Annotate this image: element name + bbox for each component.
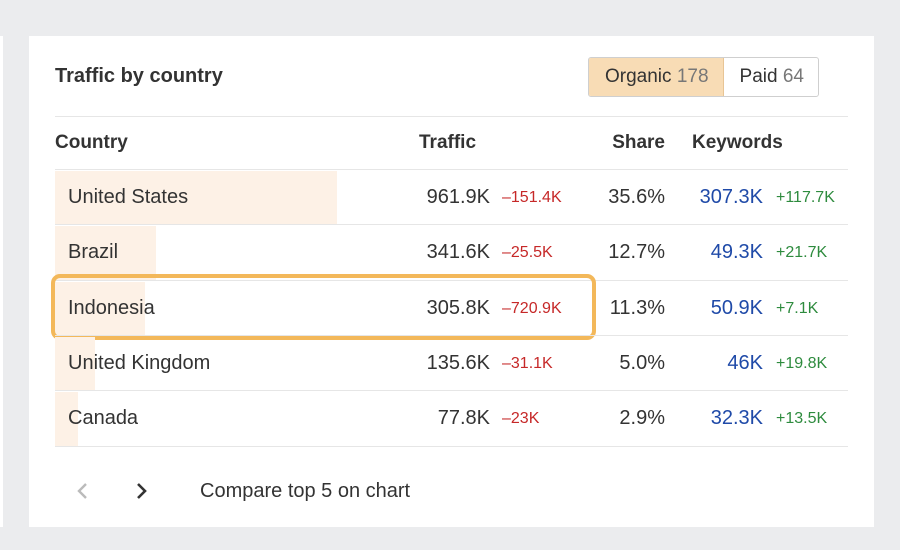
column-header-traffic[interactable]: Traffic bbox=[419, 132, 477, 153]
divider bbox=[55, 116, 848, 117]
keywords-link[interactable]: 50.9K bbox=[710, 296, 763, 319]
traffic-change: –151.4K bbox=[502, 189, 562, 206]
keywords-change: +13.5K bbox=[776, 410, 828, 428]
toggle-organic[interactable]: Organic 178 bbox=[589, 58, 724, 96]
share-value: 12.7% bbox=[608, 241, 665, 264]
traffic-value: 341.6K bbox=[426, 241, 490, 264]
table-row: Indonesia 305.8K –720.9K 11.3% 50.9K +7.… bbox=[55, 279, 848, 336]
column-header-country[interactable]: Country bbox=[55, 132, 128, 153]
toggle-label: Paid bbox=[739, 66, 778, 87]
share-value: 5.0% bbox=[619, 351, 665, 374]
table-footer: Compare top 5 on chart bbox=[69, 476, 669, 506]
share-bar bbox=[55, 392, 78, 447]
country-name[interactable]: Canada bbox=[68, 407, 139, 430]
keywords-link[interactable]: 32.3K bbox=[710, 407, 763, 430]
traffic-change: –720.9K bbox=[502, 299, 562, 317]
highlight-box bbox=[51, 273, 596, 340]
traffic-change: –23K bbox=[502, 410, 540, 428]
country-name[interactable]: Indonesia bbox=[68, 296, 155, 319]
share-value: 35.6% bbox=[608, 186, 665, 208]
toggle-paid[interactable]: Paid 64 bbox=[724, 58, 818, 96]
keywords-change: +7.1K bbox=[776, 299, 819, 317]
traffic-change: –31.1K bbox=[502, 354, 553, 372]
traffic-value: 77.8K bbox=[437, 407, 490, 430]
column-header-keywords[interactable]: Keywords bbox=[692, 132, 783, 153]
keywords-link[interactable]: 46K bbox=[727, 351, 763, 374]
column-header-share[interactable]: Share bbox=[612, 132, 665, 153]
table-row: United Kingdom 135.6K –31.1K 5.0% 46K +1… bbox=[55, 334, 848, 391]
share-bar bbox=[55, 226, 156, 281]
toggle-count: 178 bbox=[676, 66, 709, 87]
traffic-by-country-card: Traffic by country Organic 178 Paid 64 C… bbox=[29, 36, 874, 527]
left-panel-edge bbox=[0, 36, 3, 527]
keywords-change: +19.8K bbox=[776, 354, 828, 372]
toggle-label: Organic bbox=[605, 66, 672, 87]
traffic-value: 305.8K bbox=[426, 296, 490, 319]
keywords-change: +117.7K bbox=[776, 189, 835, 206]
share-bar bbox=[55, 171, 337, 225]
share-value: 2.9% bbox=[619, 407, 665, 430]
country-name[interactable]: Brazil bbox=[68, 241, 119, 264]
organic-paid-toggle: Organic 178 Paid 64 bbox=[588, 57, 819, 97]
share-value: 11.3% bbox=[609, 296, 665, 319]
keywords-link[interactable]: 307.3K bbox=[699, 186, 763, 208]
country-name[interactable]: United States bbox=[68, 186, 189, 208]
chevron-left-icon[interactable] bbox=[73, 476, 93, 506]
divider bbox=[55, 446, 848, 447]
table-row: Brazil 341.6K –25.5K 12.7% 49.3K +21.7K bbox=[55, 224, 848, 281]
traffic-change: –25.5K bbox=[502, 244, 553, 262]
toggle-count: 64 bbox=[782, 66, 804, 87]
compare-top-5-link[interactable]: Compare top 5 on chart bbox=[200, 480, 411, 502]
card-title: Traffic by country bbox=[55, 65, 223, 87]
keywords-change: +21.7K bbox=[776, 244, 828, 262]
traffic-value: 135.6K bbox=[426, 351, 490, 374]
table-row: Canada 77.8K –23K 2.9% 32.3K +13.5K bbox=[55, 390, 848, 447]
keywords-link[interactable]: 49.3K bbox=[710, 241, 763, 264]
share-bar bbox=[55, 281, 145, 336]
table-row: United States 961.9K –151.4K 35.6% 307.3… bbox=[55, 169, 848, 225]
country-name[interactable]: United Kingdom bbox=[68, 351, 211, 374]
share-bar bbox=[55, 336, 95, 391]
traffic-value: 961.9K bbox=[426, 186, 490, 208]
chevron-right-icon[interactable] bbox=[131, 476, 151, 506]
